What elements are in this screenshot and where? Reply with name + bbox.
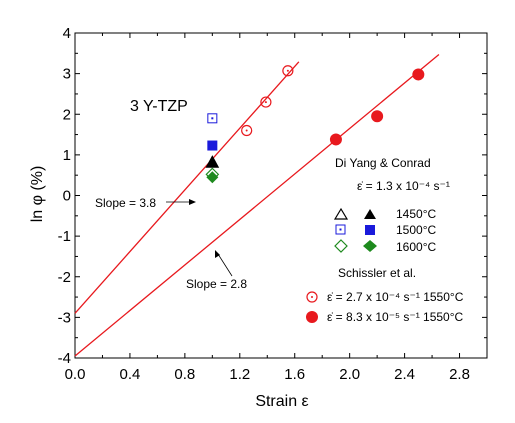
legend-group2-title: Schissler et al.: [338, 266, 416, 280]
legend-marker-1450-filled: [364, 209, 376, 219]
legend-group1-title: Di Yang & Conrad: [335, 156, 431, 170]
data-point: [207, 140, 218, 151]
legend-marker-1600-filled: [363, 240, 377, 252]
data-point: [282, 65, 294, 77]
y-tick-label: 2: [63, 106, 71, 123]
y-tick-label: -1: [58, 228, 71, 245]
y-axis-label: ln φ (%): [29, 166, 46, 223]
x-tick-label: 0.0: [65, 366, 86, 383]
x-tick-label: 2.0: [339, 366, 360, 383]
data-point: [329, 133, 342, 146]
data-point: [207, 113, 218, 124]
ticks: 0.0 0.4 0.8 1.2 1.6 2.0 2.4 2.8 -4 -3 -2 -1 0 1 2 3 4: [58, 25, 487, 383]
x-axis-label: Strain ε: [255, 393, 308, 410]
y-tick-label: 4: [63, 25, 71, 42]
x-tick-label: 1.2: [229, 366, 250, 383]
legend-marker-schissler-open-dot: [311, 296, 313, 298]
y-tick-label: -2: [58, 269, 71, 286]
fit-line: [74, 54, 440, 357]
legend-label-1500: 1500°C: [396, 223, 436, 237]
slope-arrowhead-upper: [189, 199, 196, 205]
slope-label-lower: Slope = 2.8: [186, 277, 247, 291]
legend-group1-rate: ε̇ = 1.3 x 10⁻⁴ s⁻¹: [357, 179, 450, 193]
data-point: [260, 96, 272, 108]
y-tick-label: -3: [58, 309, 71, 326]
x-tick-label: 1.6: [284, 366, 305, 383]
data-point: [206, 171, 219, 184]
legend-marker-schissler-open: [306, 291, 318, 303]
y-tick-label: 3: [63, 66, 71, 83]
data-point: [205, 155, 220, 168]
legend-label-schissler-filled: ε̇ = 8.3 x 10⁻⁵ s⁻¹ 1550°C: [327, 310, 464, 324]
data-point: [412, 68, 425, 81]
legend-label-schissler-open: ε̇ = 2.7 x 10⁻⁴ s⁻¹ 1550°C: [327, 290, 464, 304]
x-tick-label: 2.4: [394, 366, 415, 383]
legend-marker-schissler-filled: [306, 311, 318, 323]
x-tick-label: 0.4: [120, 366, 141, 383]
legend-marker-1600-open: [334, 239, 348, 253]
legend: Di Yang & Conrad ε̇ = 1.3 x 10⁻⁴ s⁻¹ 145…: [306, 156, 464, 324]
data-point-center: [286, 69, 289, 72]
y-tick-label: 1: [63, 147, 71, 164]
slope-arrow-lower: [217, 253, 233, 277]
x-tick-label: 2.8: [449, 366, 470, 383]
legend-marker-1500-open: [335, 224, 346, 235]
y-tick-label: -4: [58, 350, 71, 367]
material-label: 3 Y-TZP: [130, 98, 188, 115]
legend-marker-1500-open-dot: [339, 228, 342, 231]
data-point-center: [211, 117, 214, 120]
slope-label-upper: Slope = 3.8: [95, 196, 156, 210]
data-point-center: [264, 101, 267, 104]
data-points: [205, 65, 425, 184]
legend-label-1600: 1600°C: [396, 240, 436, 254]
y-tick-label: 0: [63, 188, 71, 205]
data-point: [241, 124, 253, 137]
x-tick-label: 0.8: [174, 366, 195, 383]
data-point: [206, 156, 219, 168]
data-point-center: [245, 129, 248, 132]
legend-marker-1500-filled: [365, 225, 375, 235]
legend-marker-1450-open: [333, 207, 349, 220]
data-point: [371, 110, 384, 123]
slope-arrowhead-lower: [215, 250, 220, 258]
legend-label-1450: 1450°C: [396, 207, 436, 221]
